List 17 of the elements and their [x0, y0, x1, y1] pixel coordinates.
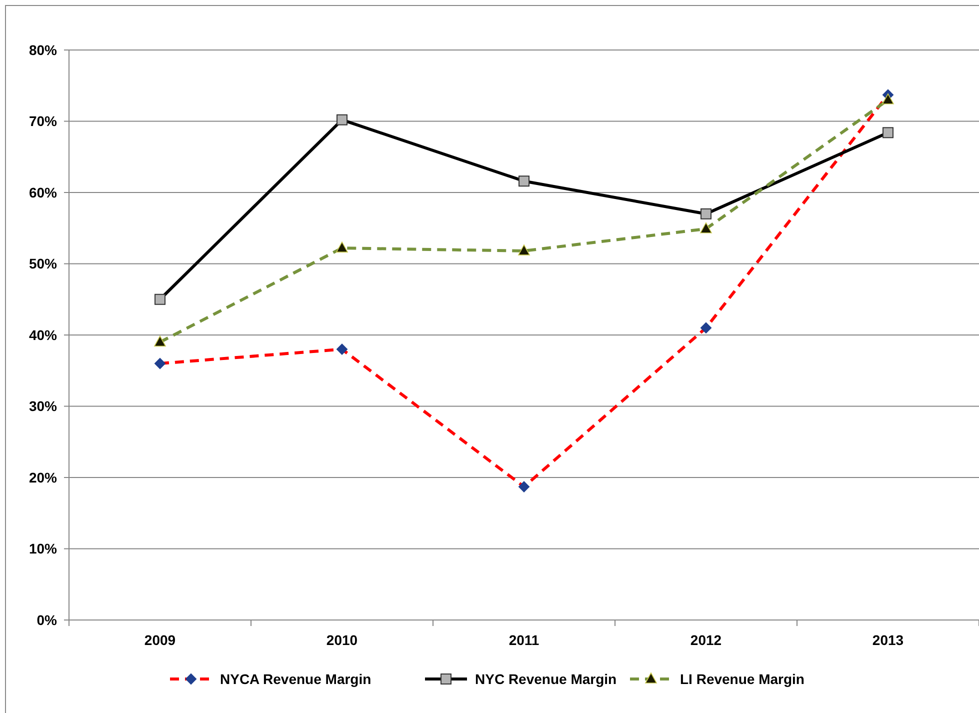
x-tick-label: 2012 [690, 632, 722, 648]
y-tick-label: 30% [28, 398, 58, 414]
x-tick-label: 2009 [144, 632, 176, 648]
x-tick-label: 2013 [872, 632, 904, 648]
y-tick-label: 50% [28, 256, 58, 272]
legend-label: NYC Revenue Margin [475, 670, 617, 687]
legend-label: NYCA Revenue Margin [220, 670, 372, 687]
x-tick-label: 2010 [326, 632, 358, 648]
y-tick-label: 70% [28, 113, 58, 130]
y-tick-label: 60% [28, 184, 58, 200]
y-tick-label: 80% [28, 42, 58, 58]
y-tick-label: 0% [36, 612, 58, 628]
y-tick-label: 20% [28, 469, 58, 486]
y-tick-label: 40% [28, 326, 58, 343]
x-tick-label: 2011 [508, 632, 540, 648]
y-tick-label: 10% [28, 540, 58, 557]
legend-label: LI Revenue Margin [680, 670, 804, 687]
